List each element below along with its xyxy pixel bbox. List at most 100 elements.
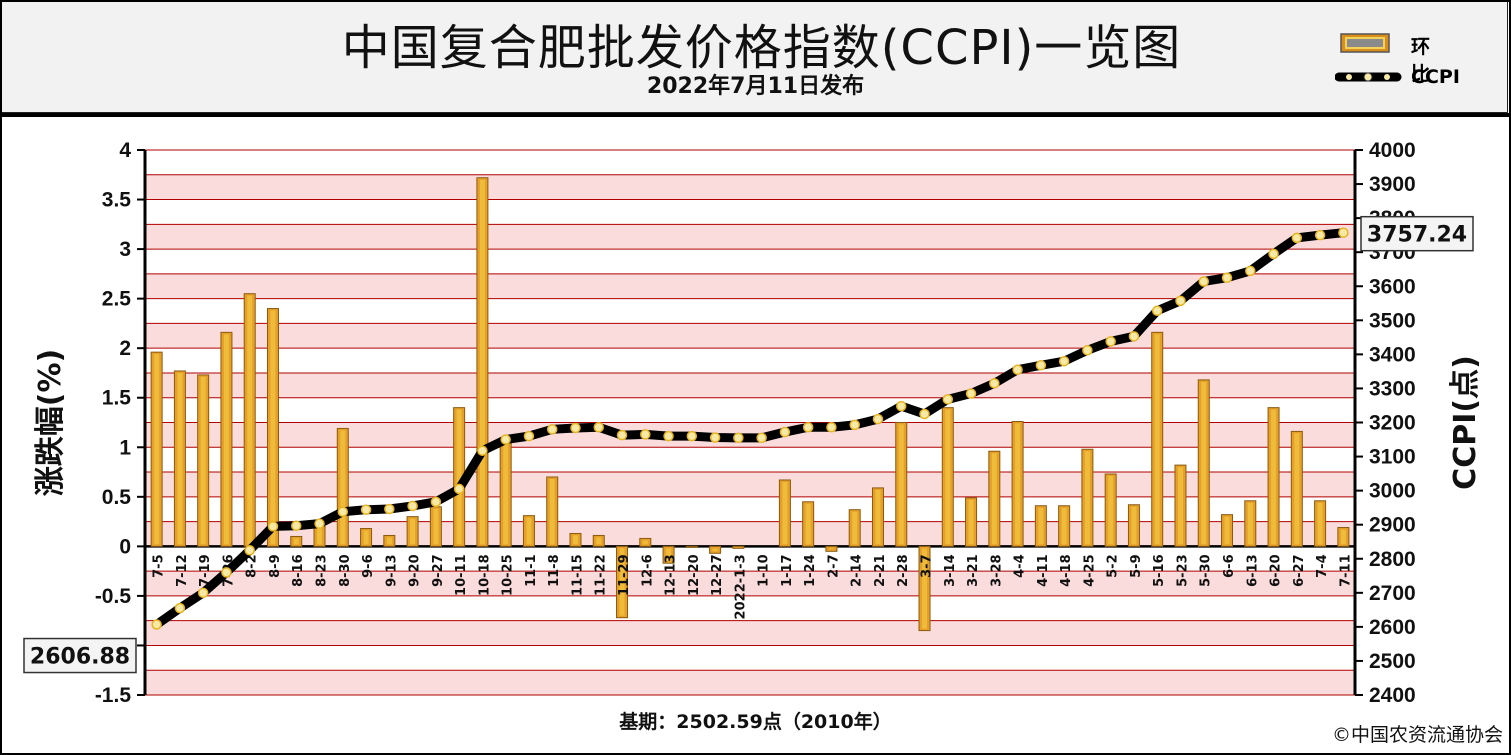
ccpi-marker (1175, 295, 1186, 307)
bar-highlight (945, 409, 951, 545)
bar-highlight (1015, 423, 1021, 545)
right-tick-label: 3400 (1369, 343, 1416, 366)
x-tick-label: 8-9 (268, 554, 283, 578)
ccpi-marker (733, 432, 744, 444)
bar-highlight (1224, 516, 1230, 545)
x-tick-label: 8-16 (291, 554, 306, 587)
bar-highlight (1177, 467, 1183, 545)
left-tick-label: 2.5 (102, 288, 132, 311)
ccpi-marker (640, 429, 651, 440)
bar-highlight (456, 409, 462, 545)
bar-highlight (363, 530, 369, 545)
ccpi-marker (1338, 227, 1349, 238)
bar-highlight (572, 535, 578, 545)
x-tick-label: 10-18 (477, 554, 492, 596)
ccpi-marker (616, 429, 628, 441)
x-tick-label: 12-6 (640, 554, 655, 587)
x-tick-label: 9-20 (408, 554, 423, 587)
ccpi-marker (709, 432, 721, 443)
ccpi-marker (1128, 331, 1140, 342)
x-tick-label: 6-20 (1269, 554, 1284, 587)
bar-highlight (805, 503, 811, 545)
bar-highlight (1038, 507, 1044, 545)
ccpi-marker (1198, 276, 1209, 287)
bar-highlight (1271, 409, 1277, 545)
right-tick-label: 3500 (1369, 309, 1416, 332)
bar-highlight (828, 548, 834, 550)
bar-highlight (642, 540, 648, 545)
plot-band (145, 571, 1355, 596)
x-tick-label: 3-14 (943, 554, 958, 587)
bar-highlight (293, 538, 299, 545)
plot-band (145, 670, 1355, 695)
ccpi-marker (919, 408, 930, 420)
plot-band (145, 620, 1355, 646)
plot-band (145, 174, 1355, 200)
bar-highlight (712, 548, 718, 552)
chart-header (1, 1, 1508, 113)
x-tick-label: 2-21 (873, 554, 888, 587)
ccpi-marker (430, 496, 442, 508)
bar-highlight (1340, 529, 1346, 545)
ccpi-marker (1314, 229, 1326, 241)
ccpi-marker (337, 506, 349, 517)
bar-highlight (154, 354, 160, 545)
x-tick-label: 7-12 (175, 554, 190, 587)
bar-highlight (479, 179, 485, 545)
x-tick-label: 3-7 (920, 554, 935, 578)
bar-highlight (340, 430, 346, 545)
x-tick-label: 1-17 (780, 554, 795, 587)
x-tick-label: 8-30 (338, 554, 353, 587)
x-tick-label: 7-11 (1338, 554, 1353, 587)
legend-line-label: CCPI (1411, 66, 1460, 88)
header-divider (0, 113, 1511, 117)
ccpi-marker (872, 413, 884, 425)
x-tick-label: 7-19 (198, 554, 213, 587)
bar-highlight (223, 334, 229, 545)
bar-highlight (1154, 334, 1160, 545)
left-tick-label: 2 (119, 337, 131, 360)
right-tick-label: 3600 (1369, 275, 1416, 298)
bar-highlight (875, 489, 881, 545)
plot-band (145, 372, 1355, 398)
x-tick-label: 5-30 (1199, 554, 1214, 587)
x-tick-label: 7-4 (1315, 554, 1330, 578)
right-tick-label: 3100 (1369, 446, 1416, 469)
left-tick-label: 1 (119, 436, 131, 459)
ccpi-marker (802, 422, 814, 433)
chart-subtitle: 2022年7月11日发布 (646, 74, 865, 99)
right-tick-label: 3300 (1369, 377, 1416, 400)
ccpi-marker (151, 619, 162, 630)
end-value-box (1360, 215, 1474, 252)
right-tick-label: 3200 (1369, 412, 1416, 435)
plot-band (145, 323, 1355, 349)
right-tick-label: 3000 (1369, 480, 1416, 503)
legend-line-swatch (1335, 72, 1402, 82)
chart-plot: 43.532.521.510.50-0.5-1-1.54000390038003… (23, 139, 1483, 707)
ccpi-marker (686, 430, 698, 442)
x-tick-label: 11-22 (594, 554, 609, 596)
ccpi-marker (174, 602, 186, 614)
bar-highlight (317, 528, 323, 545)
bar-highlight (1201, 381, 1207, 545)
left-tick-label: -1.5 (95, 684, 132, 707)
legend-bar-label: 环比 (1411, 36, 1431, 85)
x-tick-label: 11-15 (570, 554, 585, 596)
chart-legend: 环比 CCPI (1335, 28, 1505, 98)
x-tick-label: 4-18 (1059, 554, 1074, 587)
left-tick-label: 0.5 (102, 486, 132, 509)
x-tick-label: 12-27 (710, 554, 725, 596)
ccpi-marker (523, 430, 535, 442)
bar-highlight (782, 481, 788, 545)
ccpi-marker (500, 434, 511, 445)
ccpi-marker (360, 504, 372, 515)
right-tick-label: 2600 (1369, 616, 1416, 639)
ccpi-marker (1082, 345, 1093, 356)
bar-highlight (247, 295, 253, 545)
ccpi-marker (1151, 305, 1163, 317)
ccpi-marker (197, 587, 209, 599)
ccpi-marker (453, 483, 465, 495)
x-tick-label: 2-28 (896, 554, 911, 587)
left-tick-label: 4 (119, 139, 131, 162)
ccpi-marker (896, 400, 907, 412)
